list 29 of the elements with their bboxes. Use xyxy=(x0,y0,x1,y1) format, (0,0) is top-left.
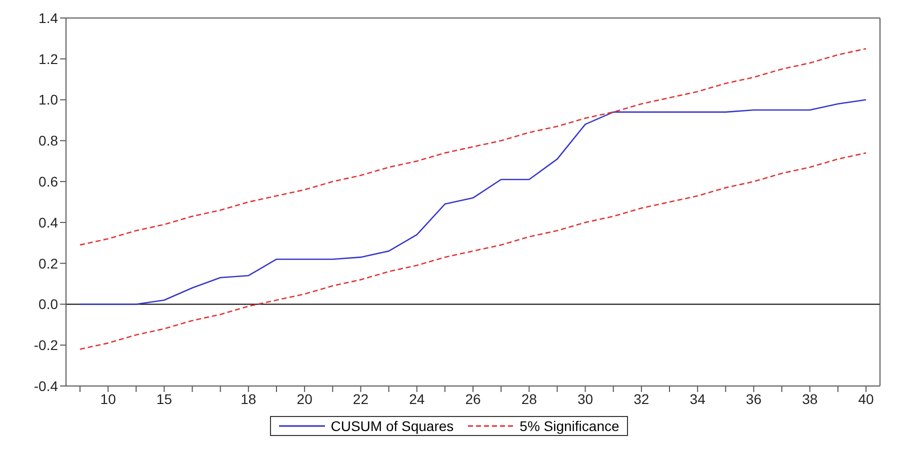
x-tick-label: 38 xyxy=(802,390,818,407)
line-series xyxy=(79,99,867,305)
y-tick-label: 0.6 xyxy=(38,174,58,190)
x-tick-label: 22 xyxy=(352,390,369,407)
x-tick-label: 34 xyxy=(690,390,706,407)
y-tick-label: 0.2 xyxy=(38,255,58,272)
x-tick-label: 10 xyxy=(100,390,116,407)
line-series xyxy=(79,152,867,350)
y-tick-label: 1.0 xyxy=(38,92,58,108)
x-tick-label: 30 xyxy=(577,390,594,407)
y-tick-label: 1.4 xyxy=(38,10,58,26)
legend-label: CUSUM of Squares xyxy=(330,418,454,434)
x-tick-label: 40 xyxy=(858,390,874,407)
x-tick-label: 24 xyxy=(409,390,425,407)
x-tick-label: 18 xyxy=(240,390,256,407)
x-tick-label: 28 xyxy=(521,390,538,407)
line-series xyxy=(79,48,867,246)
legend-label: 5% Significance xyxy=(520,418,620,434)
y-tick-label: -0.2 xyxy=(34,337,58,354)
y-tick-label: 0.8 xyxy=(38,132,58,149)
x-tick-label: 36 xyxy=(746,390,762,407)
x-tick-label: 20 xyxy=(296,390,313,407)
x-tick-label: 26 xyxy=(465,390,481,407)
y-tick-label: 0.0 xyxy=(38,296,58,312)
x-tick-label: 32 xyxy=(634,390,650,407)
y-tick-label: 1.2 xyxy=(38,50,58,67)
y-tick-label: -0.4 xyxy=(34,378,58,394)
y-tick-label: 0.4 xyxy=(38,214,58,230)
x-tick-label: 15 xyxy=(156,390,172,407)
